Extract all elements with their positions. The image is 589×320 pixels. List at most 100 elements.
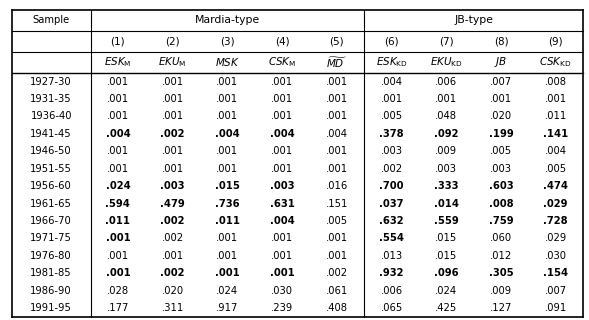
Text: .004: .004 <box>105 129 130 139</box>
Text: .001: .001 <box>271 251 293 261</box>
Text: .005: .005 <box>545 164 567 174</box>
Text: (9): (9) <box>548 36 563 46</box>
Text: .001: .001 <box>271 94 293 104</box>
Text: 1951-55: 1951-55 <box>30 164 72 174</box>
Text: .001: .001 <box>216 146 239 156</box>
Text: 1981-85: 1981-85 <box>31 268 72 278</box>
Text: .008: .008 <box>545 76 567 86</box>
Text: .024: .024 <box>216 286 239 296</box>
Text: Mardia-type: Mardia-type <box>195 15 260 25</box>
Text: (1): (1) <box>111 36 125 46</box>
Text: .003: .003 <box>270 181 294 191</box>
Text: .141: .141 <box>543 129 568 139</box>
Text: .603: .603 <box>489 181 514 191</box>
Text: .004: .004 <box>215 129 240 139</box>
Text: .001: .001 <box>490 94 512 104</box>
Text: .011: .011 <box>215 216 240 226</box>
Text: .239: .239 <box>271 303 293 313</box>
Text: .127: .127 <box>490 303 512 313</box>
Text: .006: .006 <box>380 286 403 296</box>
Text: .002: .002 <box>160 129 185 139</box>
Text: .632: .632 <box>379 216 404 226</box>
Text: .001: .001 <box>271 76 293 86</box>
Text: .002: .002 <box>380 164 403 174</box>
Text: .001: .001 <box>326 146 348 156</box>
Text: .408: .408 <box>326 303 348 313</box>
Text: 1941-45: 1941-45 <box>31 129 72 139</box>
Text: .001: .001 <box>326 233 348 244</box>
Text: .001: .001 <box>216 76 239 86</box>
Text: 1966-70: 1966-70 <box>30 216 72 226</box>
Text: .002: .002 <box>160 216 185 226</box>
Text: .001: .001 <box>161 94 184 104</box>
Text: .917: .917 <box>216 303 239 313</box>
Text: .001: .001 <box>380 94 403 104</box>
Text: .024: .024 <box>435 286 457 296</box>
Text: .001: .001 <box>105 233 130 244</box>
Text: .001: .001 <box>326 76 348 86</box>
Text: .013: .013 <box>380 251 403 261</box>
Text: (4): (4) <box>275 36 289 46</box>
Text: .061: .061 <box>326 286 348 296</box>
Text: .009: .009 <box>435 146 457 156</box>
Text: 1961-65: 1961-65 <box>30 198 72 209</box>
Text: .020: .020 <box>490 111 512 121</box>
Text: JB-type: JB-type <box>454 15 493 25</box>
Text: .005: .005 <box>326 216 348 226</box>
Text: .425: .425 <box>435 303 458 313</box>
Text: .028: .028 <box>107 286 129 296</box>
Text: (6): (6) <box>384 36 399 46</box>
Text: $CSK_{\rm KD}$: $CSK_{\rm KD}$ <box>540 55 572 69</box>
Text: .003: .003 <box>160 181 185 191</box>
Text: .011: .011 <box>105 216 130 226</box>
Text: 1971-75: 1971-75 <box>30 233 72 244</box>
Text: .005: .005 <box>490 146 512 156</box>
Text: .014: .014 <box>434 198 459 209</box>
Text: .003: .003 <box>435 164 457 174</box>
Text: .030: .030 <box>271 286 293 296</box>
Text: .001: .001 <box>107 76 129 86</box>
Text: .004: .004 <box>545 146 567 156</box>
Text: .006: .006 <box>435 76 457 86</box>
Text: .007: .007 <box>545 286 567 296</box>
Text: $CSK_{\rm M}$: $CSK_{\rm M}$ <box>268 55 296 69</box>
Text: .029: .029 <box>545 233 567 244</box>
Text: .004: .004 <box>270 216 294 226</box>
Text: .728: .728 <box>544 216 568 226</box>
Text: .154: .154 <box>543 268 568 278</box>
Text: .631: .631 <box>270 198 294 209</box>
Text: $ESK_{\rm KD}$: $ESK_{\rm KD}$ <box>376 55 408 69</box>
Text: .554: .554 <box>379 233 404 244</box>
Text: .932: .932 <box>379 268 404 278</box>
Text: .151: .151 <box>326 198 348 209</box>
Text: .001: .001 <box>326 164 348 174</box>
Text: $ESK_{\rm M}$: $ESK_{\rm M}$ <box>104 55 132 69</box>
Text: .060: .060 <box>490 233 512 244</box>
Text: 1931-35: 1931-35 <box>31 94 72 104</box>
Text: (5): (5) <box>329 36 344 46</box>
Text: .004: .004 <box>380 76 402 86</box>
Text: .001: .001 <box>161 146 184 156</box>
Text: .001: .001 <box>161 111 184 121</box>
Text: .001: .001 <box>216 233 239 244</box>
Text: .004: .004 <box>326 129 348 139</box>
Text: .001: .001 <box>216 94 239 104</box>
Text: .001: .001 <box>271 146 293 156</box>
Text: (8): (8) <box>494 36 508 46</box>
Text: .001: .001 <box>107 111 129 121</box>
Text: .001: .001 <box>161 251 184 261</box>
Text: .479: .479 <box>160 198 185 209</box>
Text: .015: .015 <box>435 251 458 261</box>
Text: $MSK$: $MSK$ <box>215 56 240 68</box>
Text: 1936-40: 1936-40 <box>31 111 72 121</box>
Text: .001: .001 <box>271 111 293 121</box>
Text: .594: .594 <box>105 198 130 209</box>
Text: .024: .024 <box>105 181 130 191</box>
Text: 1976-80: 1976-80 <box>31 251 72 261</box>
Text: .015: .015 <box>215 181 240 191</box>
Text: .559: .559 <box>434 216 459 226</box>
Text: .001: .001 <box>216 164 239 174</box>
Text: .001: .001 <box>326 251 348 261</box>
Text: .092: .092 <box>434 129 458 139</box>
Text: .065: .065 <box>380 303 403 313</box>
